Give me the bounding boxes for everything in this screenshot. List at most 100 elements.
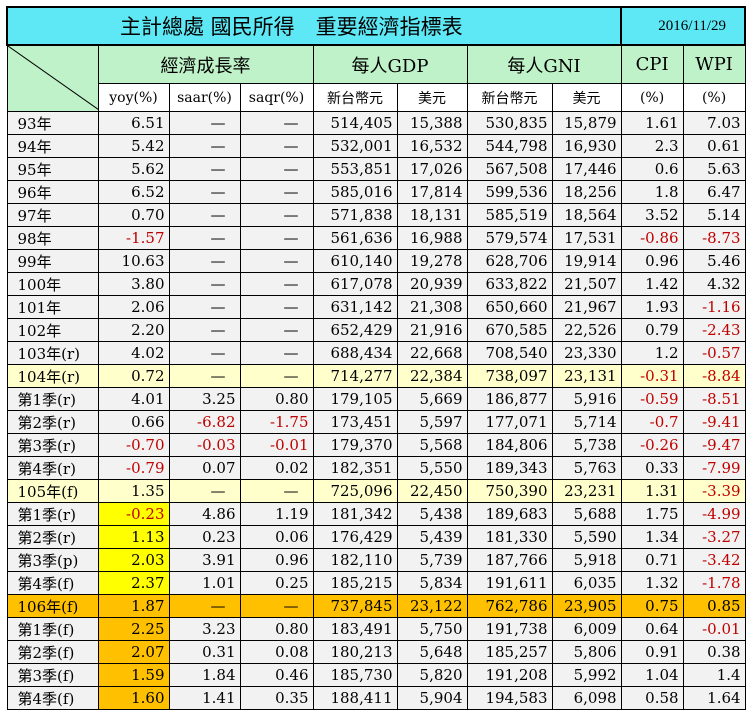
- cell-gdp-ntd: 181,342: [312, 502, 398, 526]
- cell-gni-usd: 18,256: [551, 180, 622, 204]
- row-label: 99年: [6, 249, 99, 273]
- cell-yoy: -0.70: [97, 433, 170, 457]
- cell-yoy: 3.80: [97, 272, 170, 296]
- cell-saqr: —: [239, 226, 314, 250]
- cell-saqr: 1.19: [239, 502, 314, 526]
- cell-gdp-usd: 17,026: [396, 157, 468, 181]
- cell-gdp-ntd: 179,105: [312, 387, 398, 411]
- cell-wpi: 7.03: [682, 111, 746, 135]
- row-label: 第4季(r): [6, 456, 99, 480]
- cell-gni-usd: 15,879: [551, 111, 622, 135]
- row-label: 第3季(p): [6, 548, 99, 572]
- cell-saqr: —: [239, 295, 314, 319]
- cell-saqr: —: [239, 318, 314, 342]
- cell-gdp-usd: 5,550: [396, 456, 468, 480]
- cell-gdp-ntd: 182,110: [312, 548, 398, 572]
- cell-wpi: -3.27: [682, 525, 746, 549]
- cell-gni-ntd: 189,683: [466, 502, 553, 526]
- header-wpi: WPI: [682, 44, 746, 84]
- cell-saqr: 0.25: [239, 571, 314, 595]
- cell-wpi: -3.39: [682, 479, 746, 503]
- cell-gdp-usd: 15,388: [396, 111, 468, 135]
- table-row: 102年 2.20— —652,429 21,916 670,585 22,526 0.79…: [6, 318, 746, 342]
- cell-gni-ntd: 708,540: [466, 341, 553, 365]
- row-label: 102年: [6, 318, 99, 342]
- cell-saar: 0.07: [168, 456, 241, 480]
- cell-saqr: 0.80: [239, 617, 314, 641]
- cell-gni-ntd: 762,786: [466, 594, 553, 618]
- cell-yoy: 2.06: [97, 295, 170, 319]
- cell-cpi: -0.59: [620, 387, 684, 411]
- cell-gdp-ntd: 180,213: [312, 640, 398, 664]
- diagonal-line-icon: [8, 46, 97, 110]
- cell-cpi: -0.26: [620, 433, 684, 457]
- cell-gni-usd: 17,446: [551, 157, 622, 181]
- table-row: 105年(f) 1.35— —725,096 22,450 750,390 23,231 1…: [6, 479, 746, 503]
- cell-wpi: 0.61: [682, 134, 746, 158]
- cell-gdp-ntd: 185,215: [312, 571, 398, 595]
- header-growth-rate: 經濟成長率: [97, 44, 314, 84]
- cell-yoy: 1.35: [97, 479, 170, 503]
- cell-gdp-usd: 5,834: [396, 571, 468, 595]
- cell-gdp-ntd: 714,277: [312, 364, 398, 388]
- cell-cpi: 1.2: [620, 341, 684, 365]
- cell-gdp-ntd: 553,851: [312, 157, 398, 181]
- cell-gni-usd: 5,688: [551, 502, 622, 526]
- cell-saar: —: [168, 295, 241, 319]
- subheader-gni-ntd: 新台幣元: [466, 83, 553, 112]
- cell-wpi: -1.78: [682, 571, 746, 595]
- table-row: 第1季(r) -0.23 4.86 1.19 181,342 5,438 189,683 5,…: [6, 502, 746, 526]
- row-label: 97年: [6, 203, 99, 227]
- cell-saqr: 0.46: [239, 663, 314, 687]
- cell-saqr: —: [239, 594, 314, 618]
- cell-saqr: 0.80: [239, 387, 314, 411]
- cell-yoy: -0.79: [97, 456, 170, 480]
- title-row: 主計總處 國民所得 重要經濟指標表 2016/11/29: [5, 6, 747, 46]
- cell-gdp-usd: 5,568: [396, 433, 468, 457]
- cell-gdp-ntd: 571,838: [312, 203, 398, 227]
- cell-gni-usd: 23,905: [551, 594, 622, 618]
- cell-saar: —: [168, 479, 241, 503]
- row-label: 95年: [6, 157, 99, 181]
- cell-gni-usd: 21,967: [551, 295, 622, 319]
- cell-saqr: —: [239, 203, 314, 227]
- cell-yoy: 0.72: [97, 364, 170, 388]
- cell-gdp-usd: 16,988: [396, 226, 468, 250]
- cell-yoy: 4.01: [97, 387, 170, 411]
- cell-gni-ntd: 633,822: [466, 272, 553, 296]
- row-label: 105年(f): [6, 479, 99, 503]
- cell-gni-usd: 16,930: [551, 134, 622, 158]
- cell-gdp-usd: 5,750: [396, 617, 468, 641]
- cell-saar: —: [168, 341, 241, 365]
- row-label: 103年(r): [6, 341, 99, 365]
- cell-saar: —: [168, 272, 241, 296]
- cell-saar: 0.23: [168, 525, 241, 549]
- table-row: 103年(r) 4.02— —688,434 22,668 708,540 23,330 1…: [6, 341, 746, 365]
- cell-gni-usd: 23,231: [551, 479, 622, 503]
- cell-gni-ntd: 191,738: [466, 617, 553, 641]
- table-row: 94年 5.42— —532,001 16,532 544,798 16,930 2.3 0.…: [6, 134, 746, 158]
- cell-saar: -0.03: [168, 433, 241, 457]
- cell-gni-ntd: 567,508: [466, 157, 553, 181]
- cell-saar: —: [168, 249, 241, 273]
- cell-gdp-usd: 23,122: [396, 594, 468, 618]
- cell-saqr: —: [239, 364, 314, 388]
- row-label: 第1季(r): [6, 387, 99, 411]
- cell-yoy: 2.25: [97, 617, 170, 641]
- subheader-cpi-unit: (%): [620, 83, 684, 112]
- table-row: 第4季(r) -0.79 0.07 0.02 182,351 5,550 189,343 5,…: [6, 456, 746, 480]
- cell-gni-usd: 5,916: [551, 387, 622, 411]
- cell-cpi: 0.33: [620, 456, 684, 480]
- cell-gdp-ntd: 514,405: [312, 111, 398, 135]
- cell-gni-ntd: 181,330: [466, 525, 553, 549]
- cell-cpi: 1.93: [620, 295, 684, 319]
- cell-saqr: —: [239, 272, 314, 296]
- cell-gni-ntd: 189,343: [466, 456, 553, 480]
- row-label: 第2季(f): [6, 640, 99, 664]
- cell-gdp-usd: 5,820: [396, 663, 468, 687]
- table-row: 99年 10.63— —610,140 19,278 628,706 19,914 0.96…: [6, 249, 746, 273]
- cell-gni-ntd: 750,390: [466, 479, 553, 503]
- cell-wpi: -0.01: [682, 617, 746, 641]
- cell-gdp-usd: 5,669: [396, 387, 468, 411]
- cell-gdp-ntd: 176,429: [312, 525, 398, 549]
